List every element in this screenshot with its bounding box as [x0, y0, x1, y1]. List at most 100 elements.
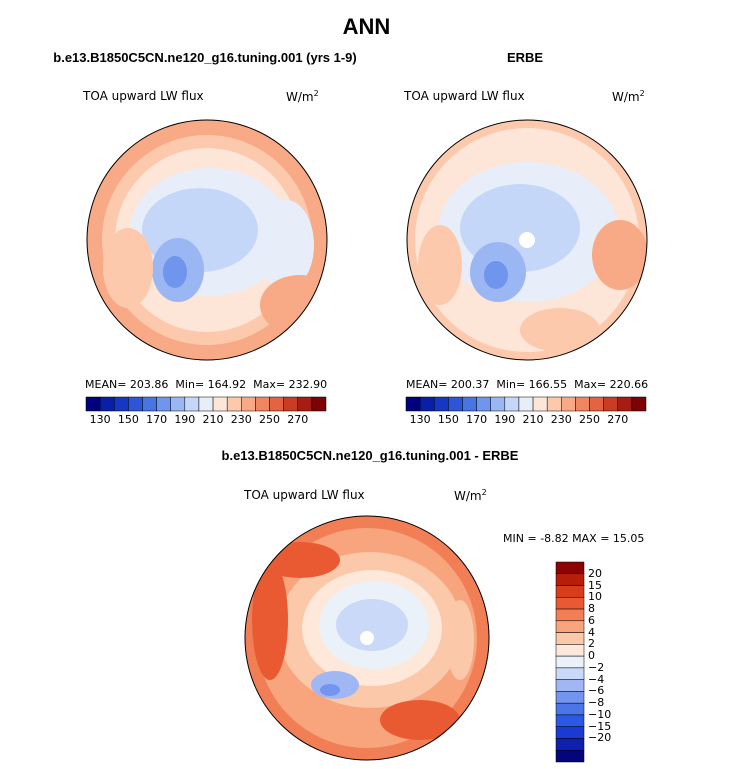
panel-1-title: b.e13.B1850C5CN.ne120_g16.tuning.001 (yr…: [53, 50, 357, 65]
colorbar-box: [555, 726, 585, 739]
panel-2-variable-label: TOA upward LW flux: [404, 89, 525, 103]
panel-1-min-value: 164.92: [207, 378, 247, 391]
colorbar-box: [142, 396, 157, 412]
colorbar-tick-label: 8: [588, 602, 595, 616]
colorbar-box: [241, 396, 256, 412]
panel-2-colorbar: [405, 396, 647, 412]
panel-2-units-exp: 2: [639, 89, 645, 98]
colorbar-tick-label: 270: [607, 413, 629, 426]
panel-2-min-label: Min=: [496, 378, 526, 391]
colorbar-box: [490, 396, 506, 412]
panel-1-units-exp: 2: [313, 89, 319, 98]
colorbar-tick-label: 2: [588, 637, 595, 651]
colorbar-box: [603, 396, 619, 412]
colorbar-box: [617, 396, 633, 412]
colorbar-box: [212, 396, 228, 412]
colorbar-box: [170, 396, 186, 412]
colorbar-box: [518, 396, 534, 412]
panel-1-max-label: Max=: [253, 378, 286, 391]
panel-3-map: [244, 515, 490, 761]
panel-1-stats: MEAN= 203.86 Min= 164.92 Max= 232.90: [85, 378, 327, 391]
panel-1-units-base: W/m: [286, 90, 314, 104]
colorbar-tick-label: 15: [588, 578, 602, 592]
colorbar-tick-label: 170: [466, 413, 488, 426]
panel-3-units-base: W/m: [454, 489, 482, 503]
colorbar-box: [555, 620, 585, 633]
colorbar-tick-label: 210: [202, 413, 224, 426]
colorbar-box: [555, 749, 585, 763]
colorbar-box: [555, 691, 585, 704]
panel-2-max-label: Max=: [574, 378, 607, 391]
colorbar-box: [555, 644, 585, 657]
panel-3-colorbar: [555, 561, 585, 763]
panel-2-title: ERBE: [506, 50, 544, 65]
panel-2-units: W/m2: [612, 89, 645, 104]
colorbar-tick-label: 130: [409, 413, 431, 426]
colorbar-box: [546, 396, 562, 412]
colorbar-tick-label: 130: [89, 413, 111, 426]
colorbar-box: [269, 396, 284, 412]
colorbar-box: [433, 396, 449, 412]
colorbar-tick-label: 210: [522, 413, 544, 426]
panel-2-map: [406, 119, 648, 361]
panel-3-stats: MIN = -8.82 MAX = 15.05: [503, 532, 644, 545]
colorbar-box: [113, 396, 129, 412]
colorbar-tick-label: 4: [588, 625, 595, 639]
colorbar-tick-label: 230: [230, 413, 252, 426]
colorbar-tick-label: 250: [579, 413, 601, 426]
colorbar-box: [555, 679, 585, 692]
panel-1-colorbar: [85, 396, 327, 412]
colorbar-tick-label: 0: [588, 649, 595, 663]
colorbar-tick-label: −6: [588, 684, 605, 698]
colorbar-tick-label: 10: [588, 590, 602, 604]
colorbar-tick-label: −10: [588, 707, 612, 721]
colorbar-box: [561, 396, 576, 412]
colorbar-tick-label: 190: [174, 413, 196, 426]
colorbar-box: [99, 396, 115, 412]
colorbar-box: [575, 396, 590, 412]
panel-1-variable-label: TOA upward LW flux: [83, 89, 204, 103]
panel-2-min-value: 166.55: [528, 378, 568, 391]
colorbar-box: [555, 573, 585, 586]
colorbar-box: [128, 396, 143, 412]
colorbar-box: [198, 396, 214, 412]
colorbar-tick-label: 250: [259, 413, 281, 426]
colorbar-box: [226, 396, 242, 412]
colorbar-tick-label: 270: [287, 413, 309, 426]
panel-1-units: W/m2: [286, 89, 319, 104]
figure-title: ANN: [342, 14, 391, 39]
panel-3-max-value: 15.05: [612, 532, 645, 545]
colorbar-box: [476, 396, 491, 412]
colorbar-tick-label: 170: [146, 413, 168, 426]
colorbar-box: [283, 396, 299, 412]
colorbar-box: [555, 738, 585, 751]
colorbar-box: [405, 396, 421, 412]
colorbar-box: [631, 396, 647, 412]
panel-3-title: b.e13.B1850C5CN.ne120_g16.tuning.001 - E…: [221, 448, 519, 463]
colorbar-box: [555, 655, 585, 669]
colorbar-tick-label: 20: [588, 566, 602, 580]
colorbar-box: [184, 396, 200, 412]
colorbar-box: [156, 396, 171, 412]
colorbar-box: [555, 702, 585, 716]
colorbar-tick-label: −4: [588, 672, 605, 686]
colorbar-tick-label: 150: [117, 413, 139, 426]
colorbar-box: [555, 561, 585, 575]
panel-1-min-label: Min=: [175, 378, 205, 391]
panel-3-max-label: MAX =: [572, 532, 610, 545]
panel-2-mean-value: 200.37: [450, 378, 490, 391]
panel-2-stats: MEAN= 200.37 Min= 166.55 Max= 220.66: [406, 378, 648, 391]
colorbar-box: [255, 396, 270, 412]
colorbar-box: [504, 396, 520, 412]
colorbar-tick-label: 150: [437, 413, 459, 426]
colorbar-box: [419, 396, 435, 412]
colorbar-box: [555, 714, 585, 727]
panel-1-max-value: 232.90: [288, 378, 328, 391]
panel-2-max-value: 220.66: [609, 378, 649, 391]
colorbar-box: [555, 667, 585, 680]
panel-3-min-value: -8.82: [540, 532, 569, 545]
colorbar-tick-label: 190: [494, 413, 516, 426]
panel-3-units-exp: 2: [481, 488, 487, 497]
colorbar-tick-label: −20: [588, 731, 612, 745]
colorbar-box: [589, 396, 604, 412]
